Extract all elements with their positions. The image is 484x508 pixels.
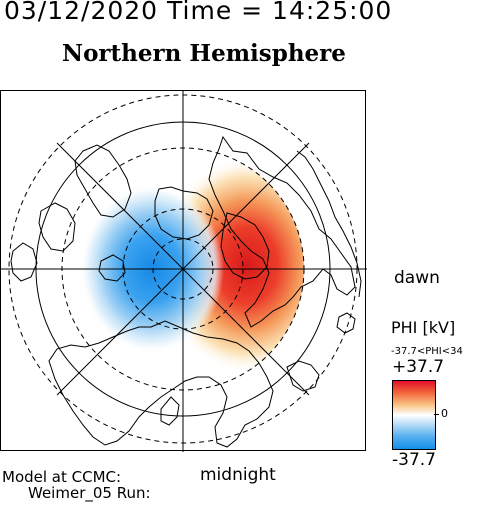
dawn-label: dawn <box>394 268 440 288</box>
potential-cells <box>80 157 304 373</box>
legend-min-label: -37.7 <box>392 450 436 470</box>
legend-zero-tick <box>434 414 439 415</box>
model-label: Model at CCMC: <box>2 468 122 486</box>
legend-zero-label: 0 <box>441 407 448 420</box>
polar-map-frame <box>0 90 367 452</box>
legend-title: PHI [kV] <box>391 318 456 337</box>
polar-map <box>1 91 367 452</box>
graticule <box>1 91 367 452</box>
legend-colorbar <box>392 380 436 450</box>
legend-range-text: -37.7<PHI<34 <box>391 346 463 357</box>
midnight-label: midnight <box>200 465 276 485</box>
legend-max-label: +37.7 <box>392 357 445 377</box>
date-time-header: 03/12/2020 Time = 14:25:00 <box>4 0 393 25</box>
page-title: Northern Hemisphere <box>62 40 346 67</box>
coastlines <box>10 135 362 448</box>
run-label: Weimer_05 Run: <box>28 484 151 502</box>
